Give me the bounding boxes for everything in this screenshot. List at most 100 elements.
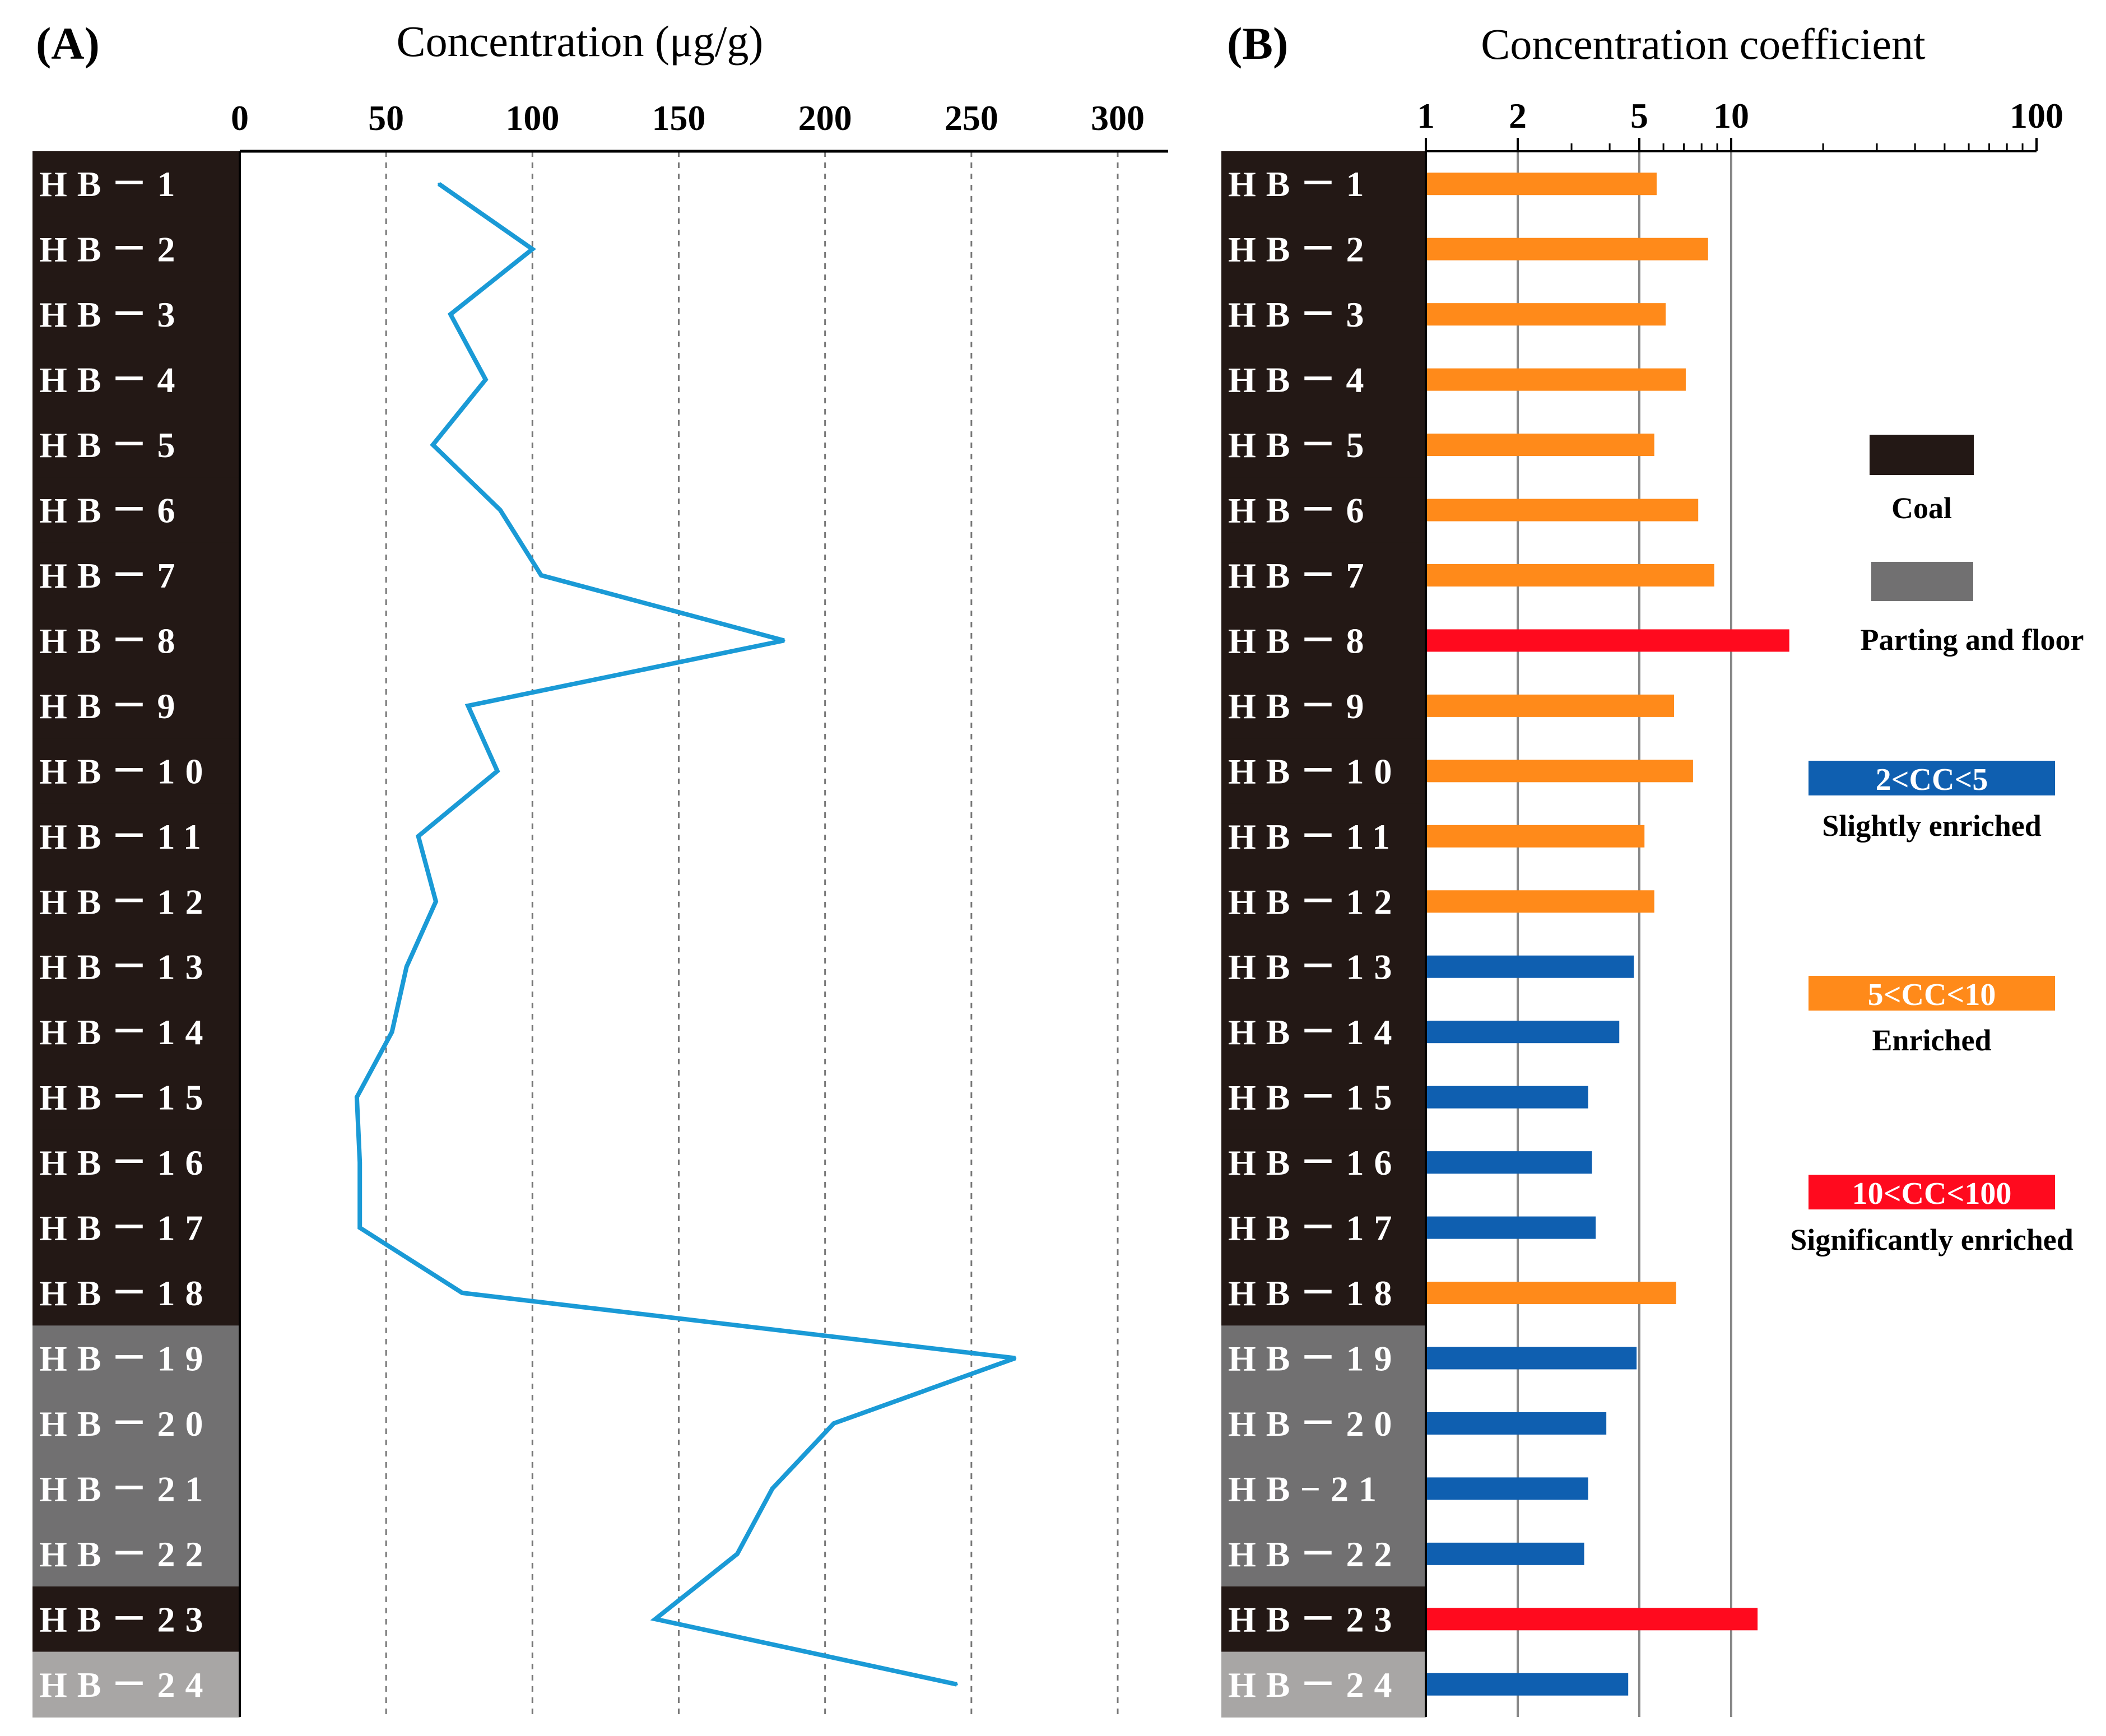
panel-a-sample-label: HB－3 — [39, 295, 185, 334]
panel-a-point — [955, 1683, 958, 1686]
panel-a-sample-label: HB－1 — [39, 164, 185, 204]
legend-slight-range: 2<CC<5 — [1876, 762, 1988, 797]
panel-b-sample-label: HB－3 — [1228, 295, 1374, 334]
panel-b-sample-label: HB－11 — [1228, 817, 1400, 857]
panel-a-band-19 — [32, 1325, 240, 1391]
panel-b-band-4 — [1221, 347, 1426, 413]
panel-a-band-15 — [32, 1064, 240, 1130]
panel-b-bar-15 — [1427, 1086, 1588, 1109]
panel-a-axis-title: Concentration (μg/g) — [397, 17, 764, 66]
panel-a-tick-label: 150 — [652, 98, 706, 138]
panel-a-point — [355, 1096, 358, 1099]
panel-b-band-9 — [1221, 673, 1426, 739]
legend-significant-range: 10<CC<100 — [1852, 1176, 2012, 1211]
panel-a-band-24 — [32, 1651, 240, 1718]
panel-a-sample-label: HB－22 — [39, 1534, 213, 1574]
panel-a-sample-label: HB－19 — [39, 1338, 213, 1378]
panel-a-sample-label: HB－18 — [39, 1273, 213, 1313]
panel-a-band-17 — [32, 1195, 240, 1261]
panel-a-tick-label: 0 — [231, 98, 249, 138]
panel-b-band-5 — [1221, 412, 1426, 478]
panel-a-tick-label: 50 — [368, 98, 404, 138]
panel-b-sample-label: HB－8 — [1228, 621, 1374, 660]
panel-b-band-10 — [1221, 738, 1426, 804]
legend-significant-label: Significantly enriched — [1790, 1223, 2074, 1256]
legend-slight-swatch — [1809, 761, 2055, 795]
panel-b-bar-8 — [1427, 629, 1789, 652]
panel-b-band-1 — [1221, 151, 1426, 217]
panel-a-sample-column — [32, 151, 240, 1718]
panel-b-bar-9 — [1427, 694, 1675, 717]
panel-a-point — [654, 1618, 657, 1621]
panel-b-tick-label: 5 — [1630, 96, 1648, 136]
panel-b-label: (B) — [1227, 18, 1288, 69]
panel-b-sample-label: HB－6 — [1228, 491, 1374, 530]
panel-b-sample-labels: HB－1 HB－2 HB－3 HB－4 HB－5 HB－6 HB－7 HB－8 HB－9 HB－1… — [1228, 164, 1402, 1705]
panel-b-band-24 — [1221, 1651, 1426, 1718]
panel-b-bar-13 — [1427, 955, 1634, 978]
panel-b-band-12 — [1221, 869, 1426, 935]
panel-b-band-13 — [1221, 934, 1426, 1000]
panel-b-tick-label: 100 — [2010, 96, 2063, 136]
panel-b-bar-14 — [1427, 1021, 1620, 1044]
panel-b-axis-title: Concentration coefficient — [1481, 20, 1926, 68]
panel-b-x-axis: 1 2 5 10 100 — [1417, 96, 2063, 1717]
panel-a-sample-label: HB－20 — [39, 1404, 213, 1444]
panel-b-sample-label: HB－15 — [1228, 1078, 1402, 1118]
panel-a-band-4 — [32, 347, 240, 413]
panel-b-bar-3 — [1427, 303, 1666, 326]
panel-a-sample-label: HB－4 — [39, 360, 185, 400]
panel-b-band-2 — [1221, 216, 1426, 282]
panel-a-point — [783, 639, 785, 642]
panel-a-sample-label: HB－15 — [39, 1078, 213, 1118]
panel-a-point — [359, 1226, 361, 1229]
panel-a-tick-label: 250 — [945, 98, 998, 138]
panel-b-sample-label: HB－20 — [1228, 1404, 1402, 1444]
panel-a-sample-label: HB－9 — [39, 686, 185, 726]
legend-enriched-range: 5<CC<10 — [1868, 978, 1996, 1012]
panel-a-sample-label: HB－14 — [39, 1012, 213, 1052]
panel-a-concentration-line — [354, 181, 1016, 1687]
panel-a-point — [736, 1552, 738, 1555]
panel-b-sample-label: HB－13 — [1228, 947, 1402, 987]
panel-a-x-axis: 0 50 100 150 200 250 300 — [231, 98, 1168, 1717]
panel-a-point — [484, 378, 487, 381]
panel-b-bar-2 — [1427, 238, 1708, 260]
panel-b-bar-20 — [1427, 1412, 1607, 1435]
panel-a-sample-label: HB－5 — [39, 425, 185, 465]
panel-a-label: (A) — [36, 18, 100, 69]
legend-enriched-swatch — [1809, 976, 2055, 1011]
panel-b-bar-21 — [1427, 1477, 1588, 1500]
panel-b-bar-1 — [1427, 173, 1657, 196]
panel-b-bar-12 — [1427, 890, 1654, 913]
panel-b-sample-label: HB－24 — [1228, 1665, 1402, 1705]
panel-a-band-23 — [32, 1586, 240, 1653]
panel-a-band-16 — [32, 1129, 240, 1196]
panel-b-band-11 — [1221, 803, 1426, 870]
panel-a-sample-label: HB－7 — [39, 556, 185, 595]
panel-a-sample-label: HB－23 — [39, 1599, 213, 1639]
panel-a-band-8 — [32, 608, 240, 674]
panel-b-band-18 — [1221, 1260, 1426, 1327]
panel-b-tick-label: 10 — [1713, 96, 1749, 136]
panel-a-tick-label: 100 — [505, 98, 559, 138]
panel-a-point — [461, 1292, 463, 1295]
panel-b-band-21 — [1221, 1456, 1426, 1522]
panel-b-tick-label: 1 — [1417, 96, 1435, 136]
panel-a-sample-label: HB－10 — [39, 751, 213, 791]
panel-a-band-21 — [32, 1456, 240, 1522]
panel-a-band-1 — [32, 151, 240, 217]
legend-enriched-label: Enriched — [1872, 1023, 1991, 1057]
panel-b-bar-19 — [1427, 1347, 1637, 1370]
panel-a-sample-labels: HB－1 HB－2 HB－3 HB－4 HB－5 HB－6 HB－7 HB－8 HB－9 HB－1… — [39, 164, 213, 1705]
panel-b-sample-label: HB－7 — [1228, 556, 1374, 595]
panel-a-band-2 — [32, 216, 240, 282]
panel-a-sample-label: HB－12 — [39, 882, 213, 921]
panel-a-sample-label: HB－17 — [39, 1208, 213, 1248]
panel-b-sample-label: HB－9 — [1228, 686, 1374, 726]
panel-a-band-14 — [32, 999, 240, 1065]
panel-b-sample-label: HB－18 — [1228, 1273, 1402, 1313]
panel-b-bar-10 — [1427, 760, 1693, 783]
panel-a-sample-label: HB－16 — [39, 1143, 213, 1183]
panel-b-band-22 — [1221, 1521, 1426, 1588]
